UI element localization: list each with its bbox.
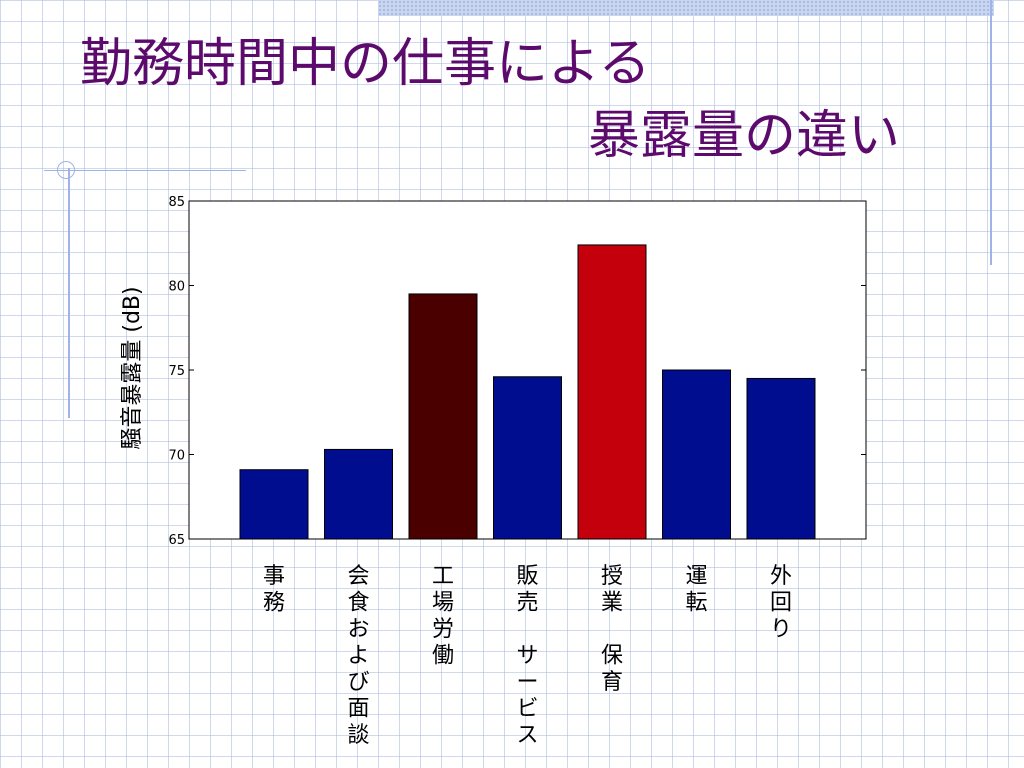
top-decorative-band <box>378 0 994 16</box>
category-label: 授業 保育 <box>601 564 623 695</box>
bar <box>324 448 393 540</box>
ring-ornament-icon <box>57 161 75 179</box>
bar <box>746 377 816 540</box>
bars <box>239 244 816 540</box>
category-labels: 事務 会食および面談 工場労働 販売 サービス 授業 保育 運転 外回り <box>263 564 792 748</box>
y-tick-label: 65 <box>168 533 185 548</box>
y-tick-label: 80 <box>168 280 185 295</box>
bar <box>493 376 562 540</box>
slide-title-line-1: 勤務時間中の仕事による <box>80 34 651 94</box>
bar <box>239 469 309 540</box>
category-label: 事務 <box>263 564 285 616</box>
horizontal-decorative-rule <box>44 170 246 171</box>
slide-title-line-2: 暴露量の違い <box>588 106 901 166</box>
category-label: 外回り <box>770 564 792 642</box>
category-label: 販売 サービス <box>516 564 538 748</box>
category-label: 会食および面談 <box>347 564 369 748</box>
y-axis: 65 70 75 80 85 <box>168 195 866 548</box>
bar <box>577 244 647 540</box>
category-label: 工場労働 <box>432 564 454 669</box>
right-decorative-rule <box>990 0 992 265</box>
y-axis-label: 騒音暴露量 (dB) <box>120 286 145 449</box>
y-tick-label: 70 <box>168 449 185 464</box>
y-tick-label: 85 <box>168 195 185 210</box>
y-tick-label: 75 <box>168 364 185 379</box>
bar <box>408 293 478 540</box>
left-decorative-rule <box>68 168 70 418</box>
category-label: 運転 <box>685 564 707 616</box>
bar <box>662 369 731 540</box>
